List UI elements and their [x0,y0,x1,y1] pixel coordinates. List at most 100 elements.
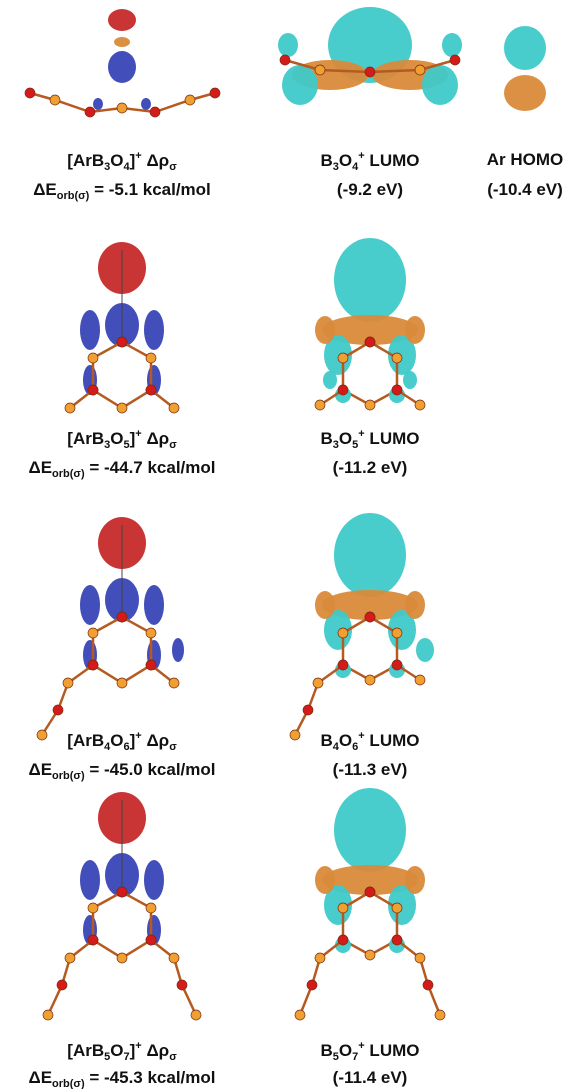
atom [176,979,188,991]
density-label: [ArB3O5]+ Δρσ [67,428,176,451]
atom [87,384,99,396]
lobe [442,33,462,57]
lobe [144,310,164,350]
lobe [93,98,103,110]
label-part: LUMO [364,1041,420,1060]
atom [87,352,99,364]
atom [168,677,180,689]
atom [145,352,157,364]
atom [422,979,434,991]
bond [298,939,344,1016]
label-part: orb(σ) [52,770,85,782]
lobe [141,98,151,110]
atom [64,952,76,964]
label-part: B [320,1041,333,1060]
lobe [405,866,425,894]
atom [364,66,376,78]
label-part: ΔE [33,180,57,199]
label-part: [ArB [67,151,105,170]
density-label: [ArB3O4]+ Δρσ [67,150,176,173]
atom [289,729,301,741]
label-part: ΔE [28,760,53,779]
label-part: σ [169,1051,177,1063]
atom [364,336,376,348]
label-part: + [358,150,365,162]
lobe [80,585,100,625]
label-part: [ArB [67,429,105,448]
label-part: + [358,1040,365,1052]
label-part: = -44.7 kcal/mol [84,458,216,477]
label-part: = -45.3 kcal/mol [84,1068,216,1087]
bond [396,939,442,1016]
atom [116,886,128,898]
label-part: 5 [332,1051,339,1063]
label-part: 3 [104,161,111,173]
label-part: O [110,1041,124,1060]
label-part: [ArB [67,1041,105,1060]
atom [145,384,157,396]
label-part: Δρ [141,1041,170,1060]
bond [40,663,94,736]
lobe [324,885,352,925]
atom [116,402,128,414]
atom [314,64,326,76]
label-part: ] [129,1041,136,1060]
atom [391,934,403,946]
label-part: ΔE [28,1068,53,1087]
atom [337,934,349,946]
lumo-label: B4O6+ LUMO [321,730,420,753]
atom [364,399,376,411]
atom [116,677,128,689]
label-part: ΔE [28,458,53,477]
label-part: orb(σ) [56,190,90,202]
label-part: O [110,731,124,750]
lobe [322,865,418,895]
atom [364,611,376,623]
lobe [388,610,416,650]
lobe [114,37,130,47]
lumo-energy: (-11.2 eV) [332,458,408,477]
atom [209,87,221,99]
lobe [172,638,184,662]
lobe [405,591,425,619]
atom [337,352,349,364]
density-label: [ArB5O7]+ Δρσ [67,1040,176,1063]
label-part: + [135,150,142,162]
atom [168,402,180,414]
atom [414,64,426,76]
bond [46,939,94,1016]
atom [116,611,128,623]
atom [145,902,157,914]
atom [56,979,68,991]
atom [337,902,349,914]
label-part: 5 [352,439,359,451]
label-part: 3 [104,439,111,451]
lobe [388,885,416,925]
bond [150,939,198,1016]
atom [87,902,99,914]
label-part: 3 [332,161,339,173]
label-part: B [320,151,333,170]
label-part: LUMO [364,429,420,448]
bond [91,890,153,960]
atom [306,979,318,991]
atom [168,952,180,964]
label-part: O [338,151,353,170]
lobe [323,371,337,389]
lobe [388,335,416,375]
atom [337,384,349,396]
atom [391,627,403,639]
label-part: O [110,429,124,448]
label-part: O [338,731,353,750]
ar-homo-energy: (-10.4 eV) [487,180,563,199]
label-part: ] [129,731,136,750]
atom [391,384,403,396]
atom [145,934,157,946]
atom [279,54,291,66]
atom [302,704,314,716]
atom [24,87,36,99]
atom [87,659,99,671]
atom [391,902,403,914]
bond [91,340,153,410]
atom [87,934,99,946]
